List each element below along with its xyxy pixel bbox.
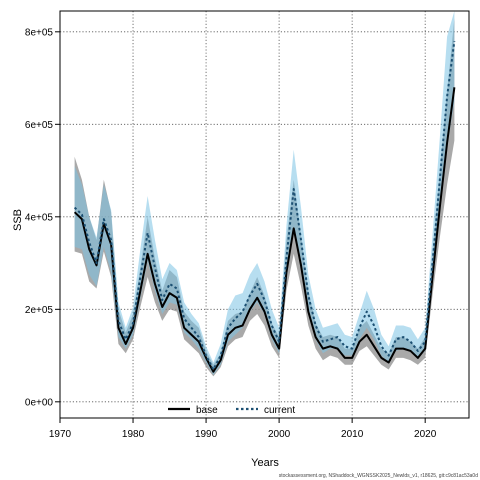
x-axis-label: Years (251, 457, 279, 469)
y-tick-label-600000: 6e+05 (25, 120, 54, 131)
footnote: stockassessment.org, NShaddock_WGNSSK202… (279, 473, 478, 479)
legend-base-label: base (196, 405, 218, 416)
series-line-base (73, 87, 456, 373)
y-tick-label-0: 0e+00 (25, 397, 54, 408)
x-tick-label-2000: 2000 (268, 429, 291, 440)
x-tick-label-1990: 1990 (195, 429, 218, 440)
y-tick-label-800000: 8e+05 (25, 27, 54, 38)
y-tick-label-400000: 4e+05 (25, 212, 54, 223)
band-current (74, 11, 455, 375)
legend-current-label: current (264, 405, 295, 416)
y-tick-label-200000: 2e+05 (25, 305, 54, 316)
y-axis-label: SSB (12, 209, 24, 231)
y-axis: 0e+00 2e+05 4e+05 6e+05 8e+05 (25, 27, 60, 408)
x-tick-label-2010: 2010 (341, 429, 364, 440)
confidence-bands (74, 11, 455, 377)
series-line-current (73, 40, 456, 371)
plot-frame (59, 10, 470, 419)
x-tick-label-1970: 1970 (49, 429, 72, 440)
x-tick-label-1980: 1980 (122, 429, 145, 440)
x-tick-label-2020: 2020 (414, 429, 437, 440)
legend: base current (168, 405, 295, 416)
x-axis: 1970 1980 1990 2000 2010 2020 (49, 418, 437, 440)
series-lines (73, 40, 456, 373)
